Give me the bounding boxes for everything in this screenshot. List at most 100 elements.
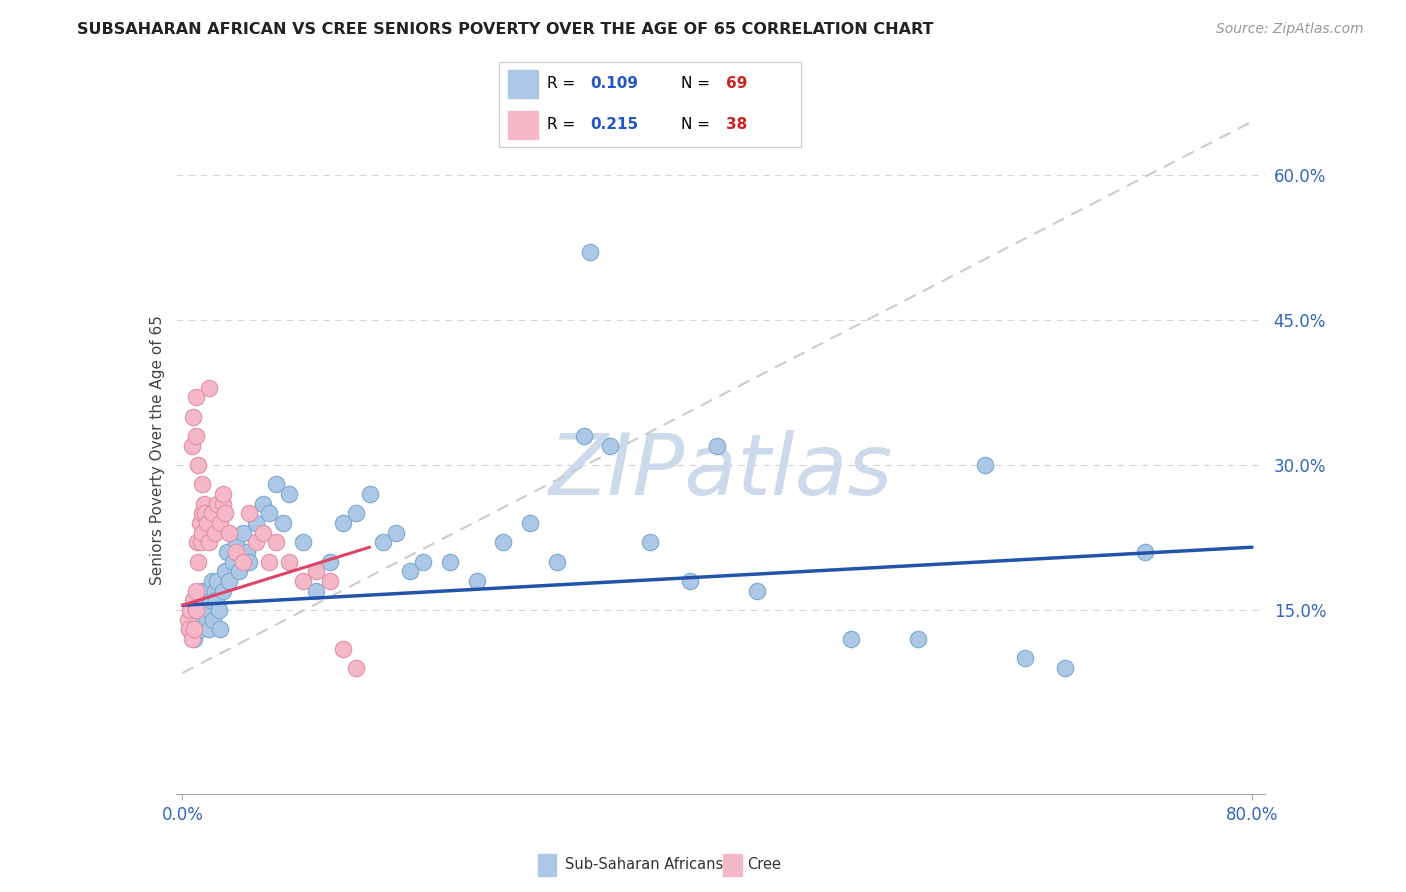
Point <box>252 497 274 511</box>
Point <box>218 574 240 588</box>
Point <box>546 555 568 569</box>
Text: 0.109: 0.109 <box>591 76 638 91</box>
Text: 69: 69 <box>725 76 747 91</box>
Point <box>187 555 209 569</box>
Point <box>218 525 240 540</box>
Point <box>181 409 204 424</box>
Point <box>201 506 224 520</box>
Text: 38: 38 <box>725 117 747 132</box>
Text: R =: R = <box>547 117 581 132</box>
Point <box>195 613 218 627</box>
Text: N =: N = <box>681 117 714 132</box>
Point <box>183 623 205 637</box>
Point <box>194 506 217 520</box>
Point <box>225 545 247 559</box>
Point <box>177 613 200 627</box>
Point <box>278 555 301 569</box>
Point <box>579 245 602 260</box>
Point <box>194 593 217 607</box>
Point <box>180 632 202 646</box>
Bar <box>537 855 557 876</box>
Point <box>519 516 541 530</box>
Point <box>187 603 209 617</box>
Bar <box>723 855 742 876</box>
Point <box>201 574 224 588</box>
Text: R =: R = <box>547 76 581 91</box>
Point <box>973 458 995 472</box>
Text: 0.215: 0.215 <box>591 117 638 132</box>
Point <box>184 583 207 598</box>
Point <box>222 555 245 569</box>
Point <box>205 593 228 607</box>
Point <box>188 516 211 530</box>
Text: Source: ZipAtlas.com: Source: ZipAtlas.com <box>1216 22 1364 37</box>
Text: ZIPatlas: ZIPatlas <box>548 430 893 513</box>
Point <box>344 506 367 520</box>
Point <box>211 487 233 501</box>
Point <box>211 583 233 598</box>
Point <box>198 535 221 549</box>
Point <box>385 525 408 540</box>
Point <box>193 497 215 511</box>
Point <box>264 477 287 491</box>
Point <box>191 525 214 540</box>
Point <box>492 535 515 549</box>
Point <box>202 613 225 627</box>
Point <box>238 555 260 569</box>
Point <box>271 516 294 530</box>
Point <box>190 535 212 549</box>
Point <box>198 603 221 617</box>
Point <box>318 574 340 588</box>
Point <box>208 516 231 530</box>
Point <box>190 593 212 607</box>
Point <box>197 583 219 598</box>
Point <box>344 661 367 675</box>
Point <box>252 525 274 540</box>
Text: N =: N = <box>681 76 714 91</box>
Point <box>214 506 236 520</box>
Point <box>291 535 314 549</box>
Point <box>332 641 354 656</box>
Point <box>264 535 287 549</box>
Point <box>225 535 247 549</box>
Point <box>205 574 228 588</box>
Point <box>1014 651 1036 665</box>
Point <box>278 487 301 501</box>
Point <box>599 439 621 453</box>
Point <box>747 583 769 598</box>
Point <box>215 545 238 559</box>
Point <box>184 603 207 617</box>
Point <box>200 593 222 607</box>
Point <box>208 623 231 637</box>
Point <box>179 623 201 637</box>
Point <box>235 545 257 559</box>
Point <box>332 516 354 530</box>
Point <box>180 439 202 453</box>
Point <box>191 506 214 520</box>
Point <box>193 603 215 617</box>
Point <box>245 516 267 530</box>
Point <box>439 555 461 569</box>
Point <box>183 632 205 646</box>
Point <box>214 565 236 579</box>
Point <box>198 381 221 395</box>
Point <box>232 525 254 540</box>
Point <box>706 439 728 453</box>
Point <box>412 555 434 569</box>
Point <box>572 429 595 443</box>
Point <box>371 535 394 549</box>
Point <box>305 565 328 579</box>
Point <box>179 623 201 637</box>
Point <box>305 583 328 598</box>
Point <box>207 603 229 617</box>
Point <box>238 506 260 520</box>
Point <box>184 429 207 443</box>
Point <box>205 497 228 511</box>
Point <box>184 613 207 627</box>
Point <box>839 632 862 646</box>
Point <box>259 555 281 569</box>
Point <box>181 593 204 607</box>
Point <box>318 555 340 569</box>
Point <box>204 583 226 598</box>
Point <box>211 497 233 511</box>
